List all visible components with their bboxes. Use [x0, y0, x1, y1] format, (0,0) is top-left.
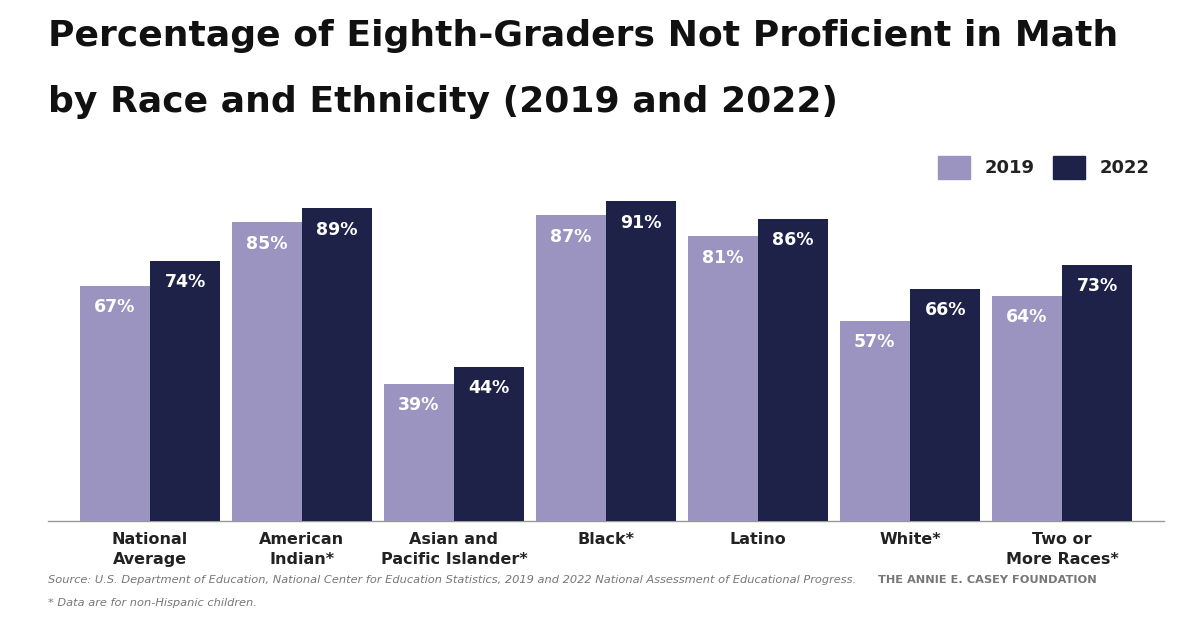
Text: Percentage of Eighth-Graders Not Proficient in Math: Percentage of Eighth-Graders Not Profici…	[48, 19, 1118, 53]
Bar	[535, 215, 606, 521]
Text: THE ANNIE E. CASEY FOUNDATION: THE ANNIE E. CASEY FOUNDATION	[870, 575, 1097, 585]
Text: 81%: 81%	[702, 249, 744, 267]
Bar	[910, 289, 980, 521]
Text: 86%: 86%	[773, 231, 814, 249]
Bar	[606, 201, 677, 521]
Text: 39%: 39%	[398, 396, 439, 414]
Text: 74%: 74%	[164, 273, 206, 291]
Bar	[302, 208, 372, 521]
Bar	[150, 261, 221, 521]
Bar	[1062, 264, 1133, 521]
Text: 57%: 57%	[854, 333, 895, 351]
Text: 44%: 44%	[468, 379, 510, 397]
Text: 87%: 87%	[550, 227, 592, 246]
Text: 73%: 73%	[1076, 277, 1118, 295]
Bar	[688, 236, 758, 521]
Text: 91%: 91%	[620, 214, 662, 232]
Text: 66%: 66%	[924, 301, 966, 320]
Bar	[384, 384, 454, 521]
Text: 89%: 89%	[317, 220, 358, 239]
Text: 67%: 67%	[94, 298, 136, 316]
Text: Source: U.S. Department of Education, National Center for Education Statistics, : Source: U.S. Department of Education, Na…	[48, 575, 856, 585]
Legend: 2019, 2022: 2019, 2022	[932, 151, 1154, 185]
Bar	[758, 219, 828, 521]
Bar	[991, 296, 1062, 521]
Text: 85%: 85%	[246, 235, 288, 252]
Bar	[840, 321, 910, 521]
Bar	[232, 222, 302, 521]
Bar	[79, 286, 150, 521]
Text: by Race and Ethnicity (2019 and 2022): by Race and Ethnicity (2019 and 2022)	[48, 85, 838, 119]
Text: 64%: 64%	[1006, 308, 1048, 327]
Text: * Data are for non-Hispanic children.: * Data are for non-Hispanic children.	[48, 598, 257, 608]
Bar	[454, 367, 524, 521]
